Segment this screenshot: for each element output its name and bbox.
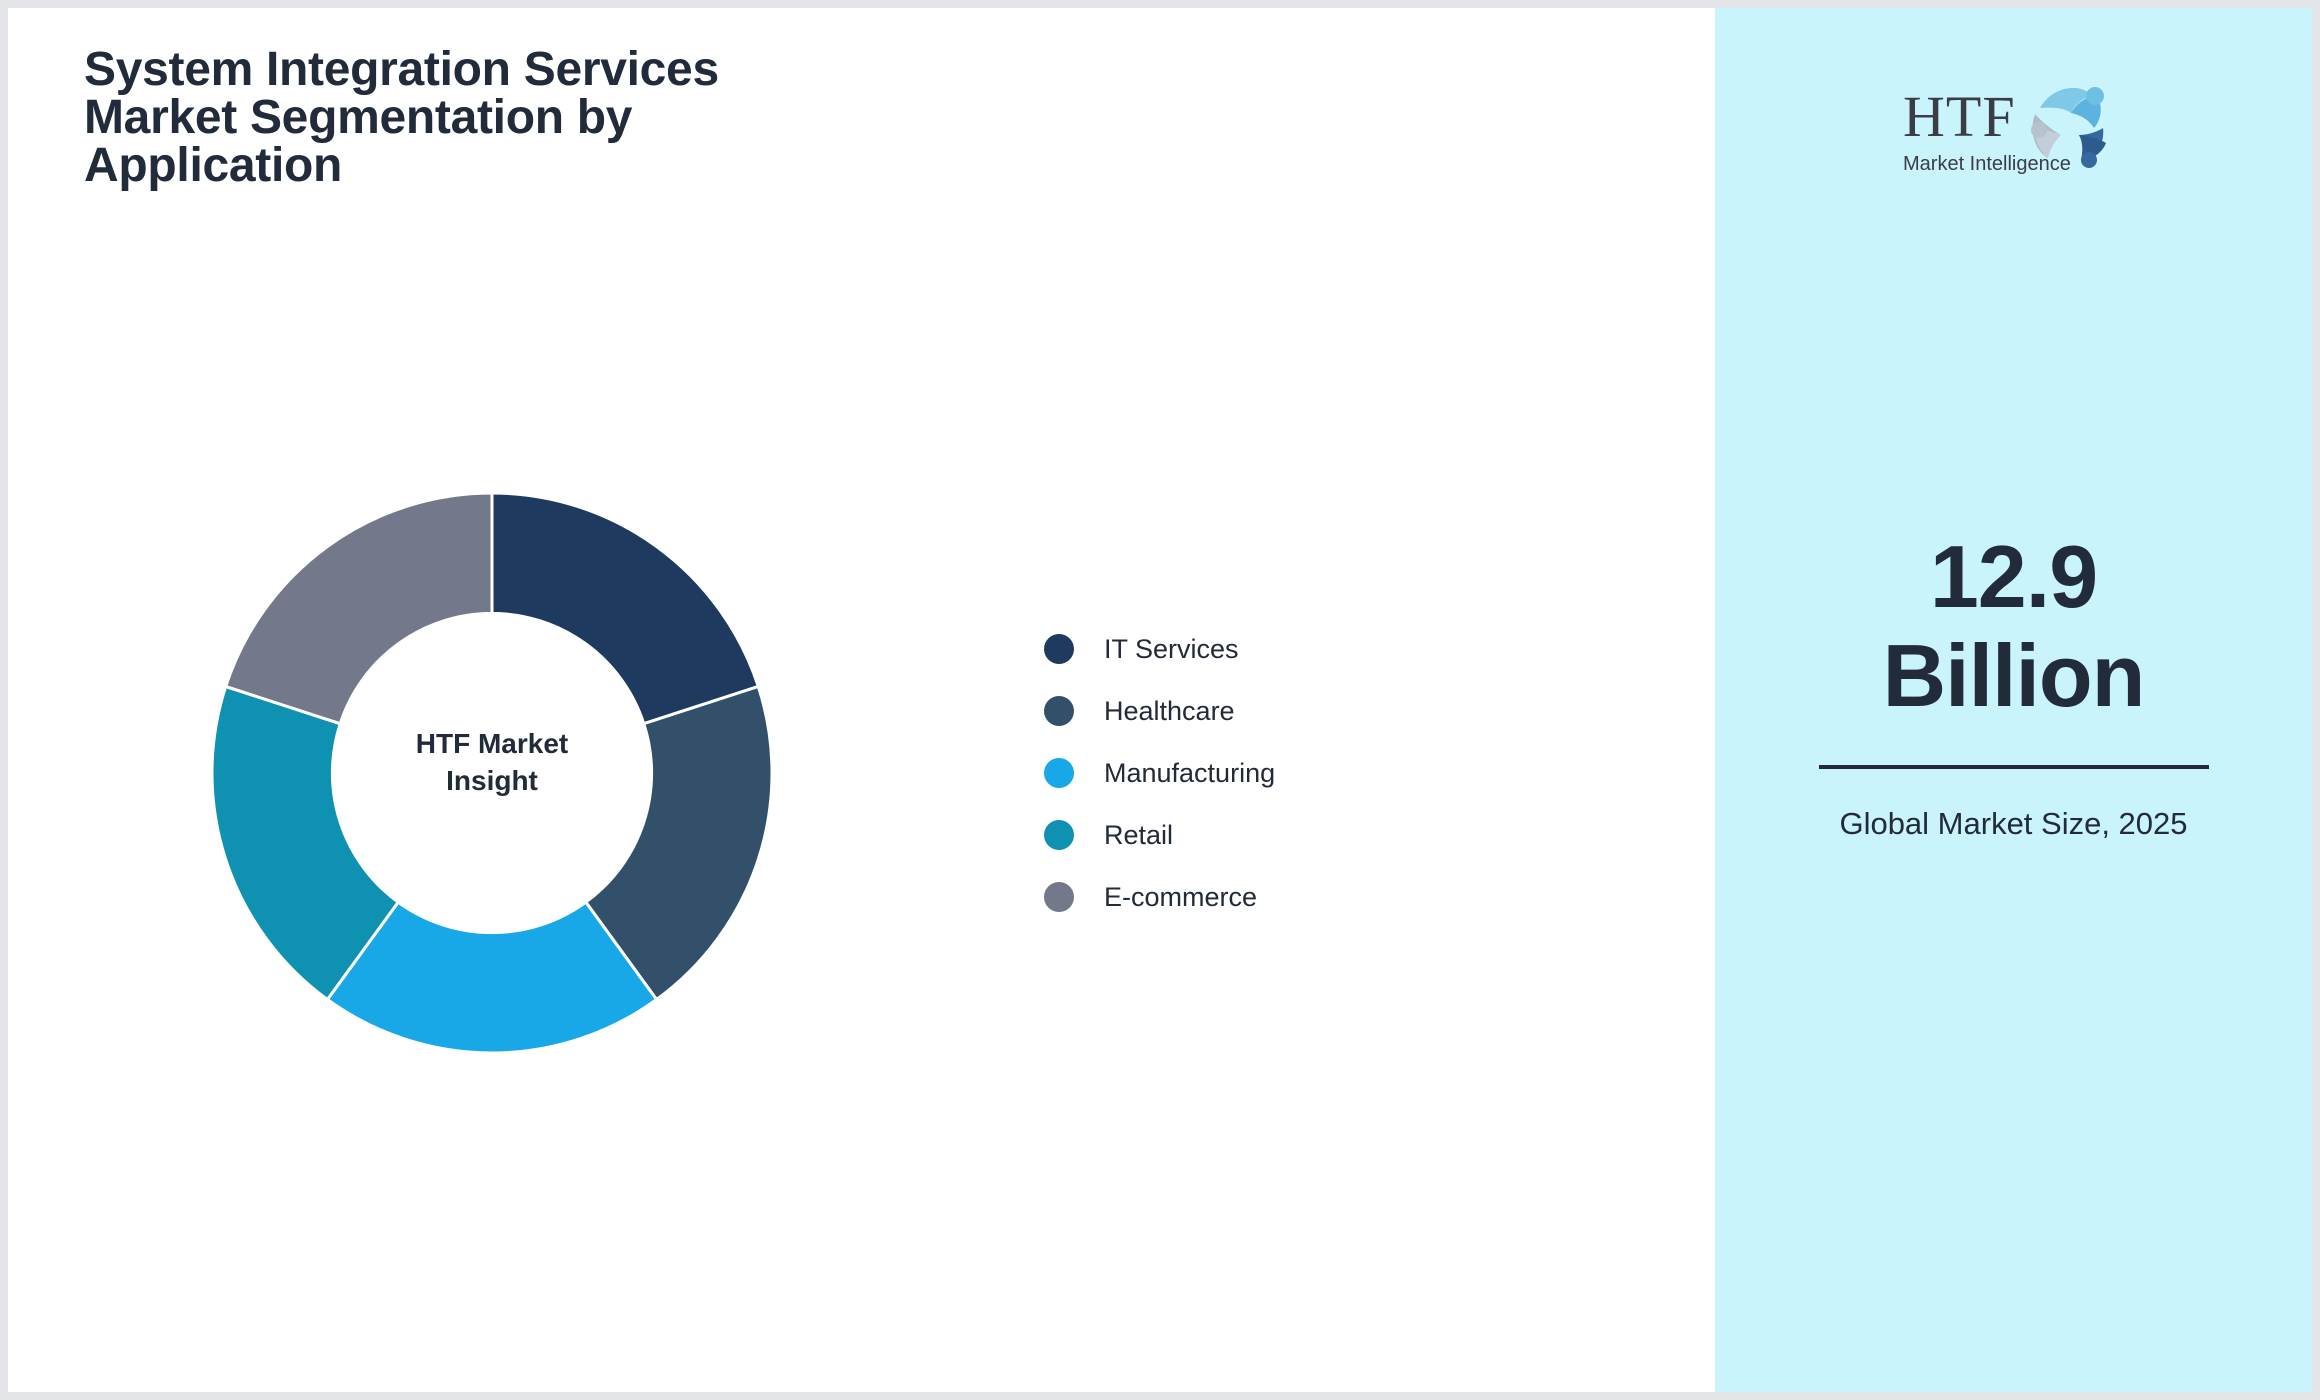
svg-text:HTF: HTF: [1903, 84, 2016, 149]
logo-triad-icon: [2030, 87, 2106, 168]
svg-text:Market Intelligence: Market Intelligence: [1903, 153, 2071, 175]
stat-block: 12.9 Billion Global Market Size, 2025: [1804, 527, 2224, 845]
chart-legend: IT Services Healthcare Manufacturing Ret…: [1044, 628, 1275, 918]
legend-item-retail[interactable]: Retail: [1044, 814, 1275, 856]
legend-label: IT Services: [1104, 633, 1239, 664]
infographic-canvas: System Integration Services Market Segme…: [8, 8, 2312, 1392]
legend-swatch-icon: [1044, 696, 1074, 726]
legend-item-it-services[interactable]: IT Services: [1044, 628, 1275, 670]
legend-item-manufacturing[interactable]: Manufacturing: [1044, 752, 1275, 794]
stat-value: 12.9 Billion: [1882, 527, 2146, 725]
legend-swatch-icon: [1044, 882, 1074, 912]
donut-slice[interactable]: [583, 684, 774, 1002]
donut-slice[interactable]: [325, 900, 659, 1055]
donut-slice[interactable]: [210, 684, 401, 1002]
donut-chart: HTF Market Insight: [8, 8, 1008, 1392]
stat-divider: [1818, 765, 2209, 770]
legend-item-healthcare[interactable]: Healthcare: [1044, 690, 1275, 732]
donut-slice[interactable]: [490, 491, 761, 726]
legend-swatch-icon: [1044, 634, 1074, 664]
legend-swatch-icon: [1044, 758, 1074, 788]
legend-label: Healthcare: [1104, 695, 1235, 726]
legend-item-e-commerce[interactable]: E-commerce: [1044, 876, 1275, 918]
htf-logo: HTF: [1889, 68, 2139, 180]
donut-chart-svg: [210, 491, 774, 1055]
donut-slice[interactable]: [223, 491, 494, 726]
stat-sidebar: HTF: [1715, 8, 2312, 1392]
stat-caption: Global Market Size, 2025: [1839, 806, 2188, 842]
main-panel: System Integration Services Market Segme…: [8, 8, 1715, 1392]
legend-label: Manufacturing: [1104, 757, 1276, 788]
legend-label: Retail: [1104, 819, 1174, 850]
page-title: System Integration Services Market Segme…: [84, 43, 719, 192]
legend-label: E-commerce: [1104, 881, 1258, 912]
legend-swatch-icon: [1044, 820, 1074, 850]
htf-logo-icon: HTF: [1903, 84, 2106, 175]
